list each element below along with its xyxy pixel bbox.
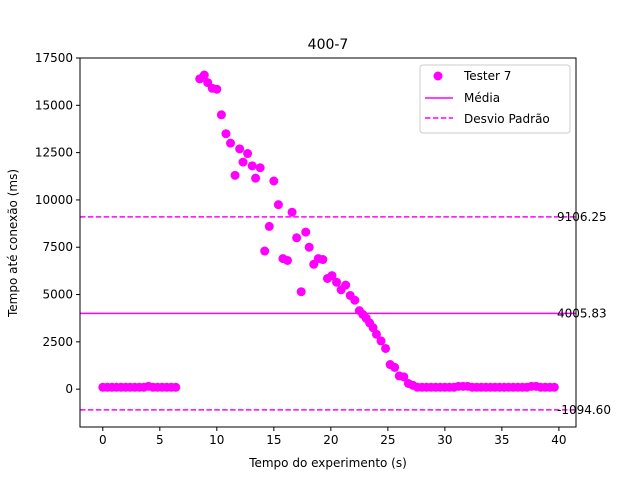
- data-point: [371, 329, 381, 339]
- chart-title: 400-7: [308, 37, 349, 53]
- y-axis-ticks: 0 2500 5000 7500 10000 12500 15000 17500: [35, 51, 80, 396]
- data-point: [221, 129, 231, 139]
- legend-label-tester: Tester 7: [463, 69, 511, 83]
- data-point: [341, 280, 351, 290]
- y-tick-label: 2500: [42, 335, 73, 349]
- legend-label-media: Média: [464, 91, 500, 105]
- x-axis-ticks: 0 5 10 15 20 25 30 35 40: [99, 427, 567, 447]
- data-point: [230, 170, 240, 180]
- data-point: [273, 200, 283, 210]
- data-point: [243, 149, 253, 159]
- data-point: [304, 242, 314, 252]
- x-tick-label: 40: [551, 433, 566, 447]
- data-point: [350, 295, 360, 305]
- data-point: [332, 277, 342, 287]
- y-tick-label: 12500: [35, 146, 73, 160]
- x-tick-label: 25: [380, 433, 395, 447]
- data-point: [549, 382, 559, 392]
- legend-label-desvio: Desvio Padrão: [464, 112, 550, 126]
- data-point: [283, 255, 293, 265]
- points-layer: [98, 70, 559, 392]
- data-point: [235, 144, 245, 154]
- y-tick-label: 17500: [35, 51, 73, 65]
- line-value-label: 9106.25: [557, 210, 607, 224]
- data-point: [238, 157, 248, 167]
- data-point: [287, 207, 297, 217]
- data-point: [171, 382, 181, 392]
- line-value-label: -1094.60: [557, 403, 611, 417]
- x-tick-label: 20: [323, 433, 338, 447]
- data-point: [292, 233, 302, 243]
- x-axis-label: Tempo do experimento (s): [248, 456, 407, 470]
- legend-marker-tester: [433, 71, 443, 81]
- data-point: [301, 227, 311, 237]
- x-tick-label: 30: [437, 433, 452, 447]
- data-point: [255, 163, 265, 173]
- data-point: [226, 138, 236, 148]
- line-value-label: 4005.83: [557, 306, 607, 320]
- data-point: [327, 271, 337, 281]
- series-layer: [80, 216, 576, 411]
- data-point: [216, 110, 226, 120]
- y-tick-label: 7500: [42, 240, 73, 254]
- y-tick-label: 5000: [42, 288, 73, 302]
- plot-area-frame: [79, 57, 577, 428]
- data-point: [399, 372, 409, 382]
- data-point: [260, 246, 270, 256]
- x-tick-label: 10: [209, 433, 224, 447]
- data-point: [381, 343, 391, 353]
- data-point: [212, 84, 222, 94]
- data-point: [296, 287, 306, 297]
- data-point: [390, 362, 400, 372]
- data-point: [251, 173, 261, 183]
- x-tick-label: 35: [494, 433, 509, 447]
- x-tick-label: 5: [156, 433, 164, 447]
- data-point: [247, 161, 257, 171]
- y-axis-label: Tempo até conexão (ms): [6, 169, 20, 318]
- legend-box: [419, 64, 571, 134]
- data-point: [269, 176, 279, 186]
- legend: Tester 7 Média Desvio Padrão: [419, 64, 571, 134]
- data-point: [264, 221, 274, 231]
- data-point: [376, 336, 386, 346]
- y-tick-label: 15000: [35, 98, 73, 112]
- line-annotations: 9106.25 4005.83 -1094.60: [557, 210, 611, 417]
- data-point: [199, 70, 209, 80]
- y-tick-label: 10000: [35, 193, 73, 207]
- y-tick-label: 0: [65, 382, 73, 396]
- x-tick-label: 15: [266, 433, 281, 447]
- data-point: [368, 323, 378, 333]
- x-tick-label: 0: [99, 433, 107, 447]
- data-point: [318, 255, 328, 265]
